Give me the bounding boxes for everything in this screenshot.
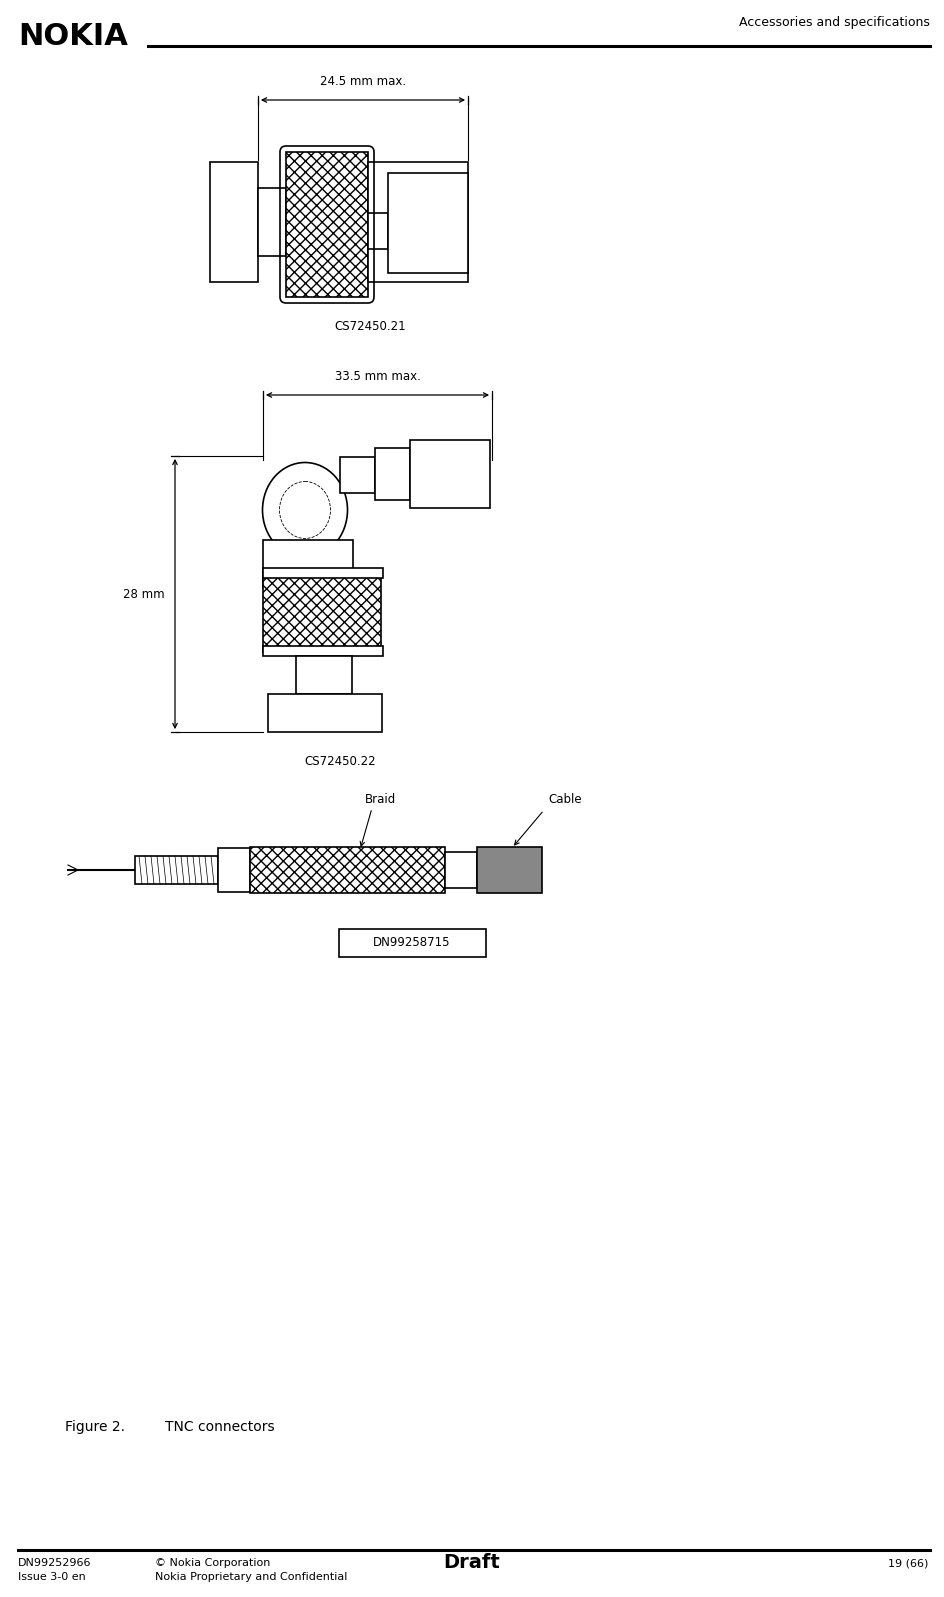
Text: DN99252966: DN99252966 <box>18 1559 92 1568</box>
Text: Draft: Draft <box>444 1552 500 1571</box>
Bar <box>286 152 368 297</box>
Bar <box>477 846 542 893</box>
Bar <box>388 172 468 273</box>
Bar <box>375 449 410 500</box>
Text: 33.5 mm max.: 33.5 mm max. <box>334 371 420 383</box>
Text: 24.5 mm max.: 24.5 mm max. <box>320 75 406 88</box>
Text: CS72450.21: CS72450.21 <box>334 319 406 334</box>
Bar <box>445 853 477 888</box>
Text: 19 (66): 19 (66) <box>887 1559 928 1568</box>
Bar <box>296 656 352 695</box>
Text: Figure 2.: Figure 2. <box>65 1420 125 1434</box>
Text: Braid: Braid <box>364 794 396 806</box>
Text: NOKIA: NOKIA <box>18 22 127 51</box>
Bar <box>368 212 388 249</box>
Bar <box>263 647 383 656</box>
Bar <box>340 457 375 493</box>
Bar <box>263 572 381 652</box>
Bar <box>210 161 258 283</box>
Text: DN99258715: DN99258715 <box>373 936 450 950</box>
FancyBboxPatch shape <box>339 929 486 957</box>
Bar <box>258 188 286 256</box>
Text: Cable: Cable <box>548 794 582 806</box>
Bar <box>250 846 445 893</box>
Bar <box>218 848 250 893</box>
Text: TNC connectors: TNC connectors <box>165 1420 275 1434</box>
Bar <box>410 441 490 508</box>
Text: Accessories and specifications: Accessories and specifications <box>739 16 930 29</box>
Text: 28 mm: 28 mm <box>124 588 165 600</box>
Text: Issue 3-0 en: Issue 3-0 en <box>18 1571 86 1583</box>
Text: Nokia Proprietary and Confidential: Nokia Proprietary and Confidential <box>155 1571 347 1583</box>
Text: © Nokia Corporation: © Nokia Corporation <box>155 1559 270 1568</box>
Ellipse shape <box>262 463 347 557</box>
Bar <box>268 695 382 731</box>
Text: CS72450.22: CS72450.22 <box>304 755 376 768</box>
Bar <box>263 569 383 578</box>
Bar <box>263 540 353 588</box>
Bar <box>135 856 218 885</box>
Bar <box>368 161 468 283</box>
